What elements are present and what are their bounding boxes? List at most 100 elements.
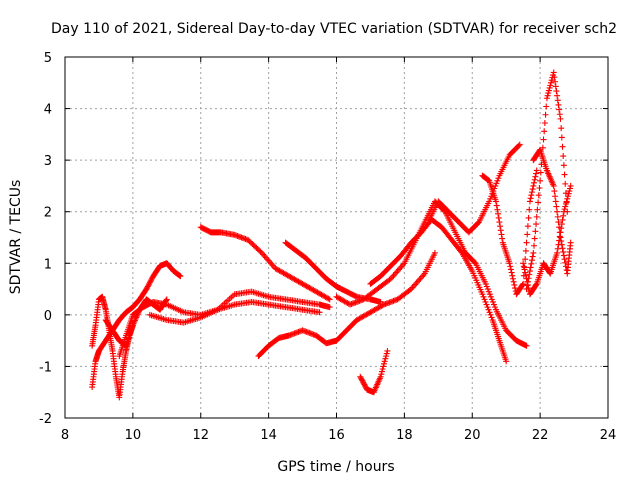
data-point bbox=[496, 219, 503, 226]
data-point bbox=[533, 221, 540, 228]
data-point bbox=[564, 195, 571, 202]
data-point bbox=[486, 291, 493, 298]
data-point bbox=[552, 83, 559, 90]
data-point bbox=[562, 180, 569, 187]
data-point bbox=[482, 298, 489, 305]
data-point bbox=[495, 210, 502, 217]
data-point bbox=[553, 88, 560, 95]
data-point bbox=[526, 271, 533, 278]
data-point bbox=[266, 259, 273, 266]
data-point bbox=[361, 381, 368, 388]
data-point bbox=[380, 363, 387, 370]
data-point bbox=[516, 141, 523, 148]
data-point bbox=[552, 198, 559, 205]
data-point bbox=[536, 184, 543, 191]
data-point bbox=[506, 260, 513, 267]
data-point bbox=[529, 186, 536, 193]
data-point bbox=[540, 136, 547, 143]
data-point bbox=[489, 298, 496, 305]
data-point bbox=[547, 82, 554, 89]
data-point bbox=[245, 237, 252, 244]
data-point bbox=[398, 263, 405, 270]
data-point bbox=[379, 366, 386, 373]
data-point bbox=[260, 251, 267, 258]
data-point bbox=[145, 282, 152, 289]
data-point bbox=[543, 103, 550, 110]
data-point bbox=[143, 286, 150, 293]
data-point bbox=[494, 177, 501, 184]
series-arc-5 bbox=[146, 288, 333, 326]
data-point bbox=[490, 301, 497, 308]
data-point bbox=[561, 171, 568, 178]
data-point bbox=[559, 143, 566, 150]
data-point bbox=[481, 296, 488, 303]
data-point bbox=[471, 259, 478, 266]
data-point bbox=[268, 260, 275, 267]
data-point bbox=[246, 238, 253, 245]
data-point bbox=[543, 95, 550, 102]
data-point bbox=[485, 306, 492, 313]
data-point bbox=[395, 266, 402, 273]
y-tick-label: 2 bbox=[44, 206, 52, 221]
data-point bbox=[531, 176, 538, 183]
data-point bbox=[555, 241, 562, 248]
data-point bbox=[522, 272, 529, 279]
data-point bbox=[554, 213, 561, 220]
data-point bbox=[531, 242, 538, 249]
data-point bbox=[391, 271, 398, 278]
data-point bbox=[378, 368, 385, 375]
data-point bbox=[550, 182, 557, 189]
data-point bbox=[558, 134, 565, 141]
data-point bbox=[512, 285, 519, 292]
data-point bbox=[362, 382, 369, 389]
data-point bbox=[148, 277, 155, 284]
data-point bbox=[563, 198, 570, 205]
data-point bbox=[528, 192, 535, 199]
data-point bbox=[528, 260, 535, 267]
y-tick-label: 5 bbox=[44, 51, 52, 66]
data-point bbox=[483, 301, 490, 308]
data-point bbox=[522, 247, 529, 254]
data-point bbox=[480, 293, 487, 300]
data-point bbox=[522, 256, 529, 263]
data-point bbox=[532, 173, 539, 180]
series-arc-15 bbox=[530, 146, 574, 277]
data-point bbox=[556, 111, 563, 118]
data-point bbox=[479, 291, 486, 298]
data-point bbox=[554, 208, 561, 215]
data-point bbox=[557, 229, 564, 236]
data-point bbox=[560, 162, 567, 169]
data-point bbox=[483, 283, 490, 290]
data-point bbox=[488, 193, 495, 200]
data-point bbox=[487, 311, 494, 318]
series-arc-14 bbox=[523, 69, 571, 293]
data-point bbox=[567, 182, 574, 189]
series-arc-13 bbox=[479, 167, 540, 298]
data-point bbox=[537, 169, 544, 176]
x-tick-label: 20 bbox=[464, 428, 481, 443]
data-point bbox=[552, 193, 559, 200]
data-point bbox=[566, 188, 573, 195]
data-point bbox=[564, 193, 571, 200]
data-point bbox=[558, 125, 565, 132]
data-point bbox=[560, 212, 567, 219]
data-point bbox=[475, 220, 482, 227]
data-point bbox=[530, 182, 537, 189]
data-point bbox=[535, 192, 542, 199]
data-point bbox=[524, 231, 531, 238]
data-point bbox=[556, 106, 563, 113]
data-point bbox=[560, 208, 567, 215]
data-point bbox=[507, 263, 514, 270]
data-point bbox=[515, 142, 522, 149]
data-point bbox=[530, 249, 537, 256]
data-point bbox=[547, 79, 554, 86]
data-point bbox=[414, 278, 421, 285]
data-point bbox=[146, 279, 153, 286]
series-arc-11 bbox=[425, 141, 523, 236]
y-tick-label: -2 bbox=[39, 412, 52, 427]
data-point bbox=[486, 309, 493, 316]
data-point bbox=[325, 295, 332, 302]
data-point bbox=[525, 285, 532, 292]
data-point bbox=[357, 375, 364, 382]
